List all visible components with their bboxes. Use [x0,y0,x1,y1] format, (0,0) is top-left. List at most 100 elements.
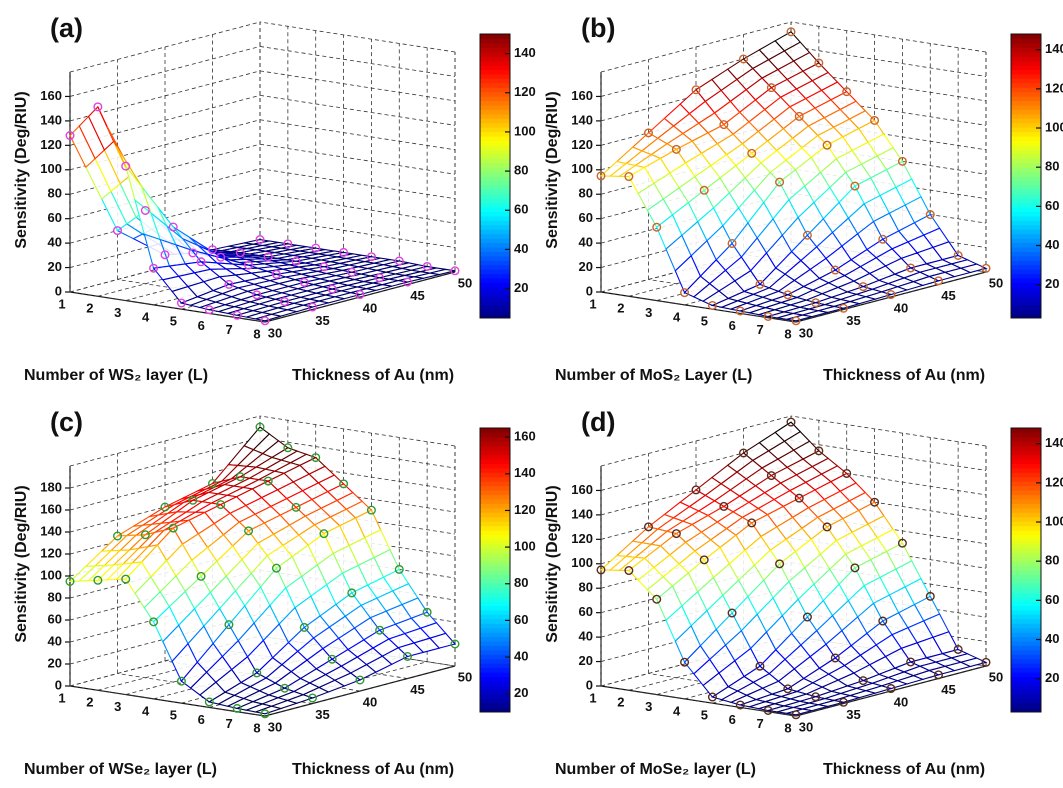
data-marker [347,588,357,598]
data-marker [802,612,812,622]
colorbar-band [1011,570,1041,575]
colorbar-band [1011,100,1041,106]
x-tick-label: 6 [198,318,205,333]
x-tick-label: 7 [757,716,764,731]
data-marker [216,500,226,510]
colorbar-band [1011,242,1041,248]
colorbar-tick-label: 80 [1045,553,1059,568]
data-marker [232,703,242,713]
colorbar-tick-label: 120 [1045,80,1063,95]
colorbar-band [480,309,510,315]
colorbar-band [1011,313,1041,319]
data-marker [422,607,432,617]
colorbar-tick-label: 20 [514,280,528,295]
colorbar-band [1011,698,1041,704]
colorbar-tick-label: 100 [1045,513,1063,528]
data-marker [842,87,852,97]
grid-line [69,94,261,146]
colorbar-band [1011,663,1041,669]
colorbar-band [480,202,510,208]
z-tick-label: 20 [579,653,593,668]
colorbar-tick-label: 140 [514,465,536,480]
colorbar-band [1011,82,1041,88]
data-marker [652,222,662,232]
x-tick-label: 7 [757,322,764,337]
data-marker [934,276,944,286]
grid-line [259,217,456,248]
y-tick-label: 45 [941,288,955,303]
z-tick-label: 20 [48,655,62,670]
colorbar-band [480,198,510,204]
colorbar-band [480,220,510,226]
data-marker [886,684,896,694]
x-tick-label: 5 [170,708,177,723]
colorbar-band [480,269,510,275]
colorbar-band [480,587,510,593]
z-tick-label: 0 [586,677,593,692]
x-tick-label: 8 [784,326,791,341]
colorbar-band [1011,645,1041,651]
colorbar-band [480,463,510,469]
colorbar-band [480,47,510,53]
data-marker [375,625,385,635]
colorbar-band [1011,282,1041,288]
x-tick-label: 4 [673,703,681,718]
y-tick-label: 35 [315,707,329,722]
colorbar-band [1011,618,1041,624]
data-marker [850,563,860,573]
data-marker [140,205,150,215]
data-marker [366,252,376,262]
data-marker [814,58,824,68]
colorbar-band [480,632,510,638]
colorbar-band [1011,34,1041,39]
colorbar-band [1011,467,1041,473]
colorbar-band [480,601,510,606]
box-edge [259,415,456,447]
colorbar-band [1011,131,1041,137]
grid-line [259,437,456,469]
colorbar-band [480,490,510,496]
colorbar-band [1011,162,1041,168]
colorbar-band [480,42,510,48]
colorbar-tick-label: 120 [514,84,536,99]
z-tick-label: 40 [579,235,593,250]
colorbar-band [480,238,510,244]
z-tick-label: 140 [571,506,593,521]
z-tick-label: 80 [579,186,593,201]
data-marker [691,85,701,95]
data-marker [319,529,329,539]
data-marker [925,591,935,601]
colorbar-tick-label: 100 [514,123,536,138]
colorbar-band [1011,476,1041,482]
colorbar-band [1011,605,1041,611]
colorbar-band [480,109,510,115]
data-marker [311,243,321,253]
colorbar-band [480,233,510,239]
z-tick-label: 140 [40,523,62,538]
colorbar-band [1011,207,1041,212]
colorbar-band [1011,561,1041,567]
colorbar-tick-label: 20 [514,685,528,700]
data-marker [878,616,888,626]
colorbar-tick-label: 120 [514,502,536,517]
colorbar-tick-label: 40 [1045,631,1059,646]
colorbar-band [480,193,510,199]
colorbar-band [1011,592,1041,598]
colorbar-band [480,304,510,310]
z-axis-label: Sensitivity (Deg/RIU) [13,485,30,642]
box-edge [259,21,456,53]
colorbar-band [480,286,510,292]
colorbar-band [1011,140,1041,146]
data-marker [403,277,413,287]
colorbar-band [480,574,510,580]
z-tick-label: 100 [40,161,62,176]
x-axis-label: Number of MoSe₂ layer (L) [555,761,756,778]
colorbar-band [480,530,510,535]
y-tick-label: 35 [846,707,860,722]
grid-line [259,192,456,224]
colorbar-band [1011,144,1041,150]
data-marker [244,526,254,536]
data-marker [763,311,773,321]
z-tick-label: 160 [571,88,593,103]
data-marker [339,247,349,257]
